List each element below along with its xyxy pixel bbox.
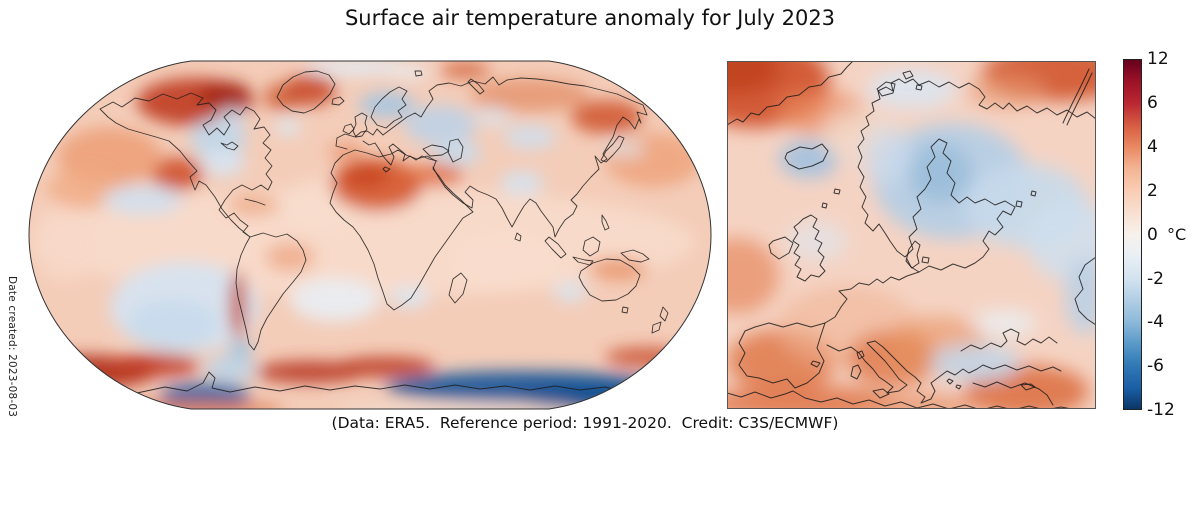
colorbar-tick: -6 bbox=[1147, 356, 1164, 376]
projection-outline bbox=[28, 60, 712, 410]
date-created-label: Date created: 2023-08-03 bbox=[6, 276, 18, 418]
europe-map bbox=[727, 61, 1096, 409]
colorbar-tick: 4 bbox=[1147, 137, 1158, 157]
caption: (Data: ERA5. Reference period: 1991-2020… bbox=[331, 414, 839, 432]
world-map bbox=[28, 60, 712, 410]
page-title: Surface air temperature anomaly for July… bbox=[344, 6, 836, 30]
anomaly-field bbox=[29, 61, 711, 409]
colorbar bbox=[1123, 59, 1142, 410]
colorbar-tick: -2 bbox=[1147, 269, 1164, 289]
colorbar-unit: °C bbox=[1167, 225, 1187, 244]
colorbar-tick: 6 bbox=[1147, 93, 1158, 113]
colorbar-tick: 2 bbox=[1147, 181, 1158, 201]
map-frame bbox=[727, 61, 1096, 409]
colorbar-tick: 12 bbox=[1147, 49, 1169, 69]
anomaly-field-europe bbox=[727, 61, 1096, 409]
coastlines bbox=[82, 70, 669, 396]
colorbar-tick: 0 bbox=[1147, 225, 1158, 245]
footer-logos: ★★ ★★ ★★ ★★ ★★ ★★ PROGRAMME OF THE EUROP… bbox=[0, 450, 1200, 520]
coastlines-europe bbox=[727, 61, 1096, 409]
colorbar-tick: -4 bbox=[1147, 312, 1164, 332]
colorbar-tick: -12 bbox=[1147, 400, 1175, 420]
